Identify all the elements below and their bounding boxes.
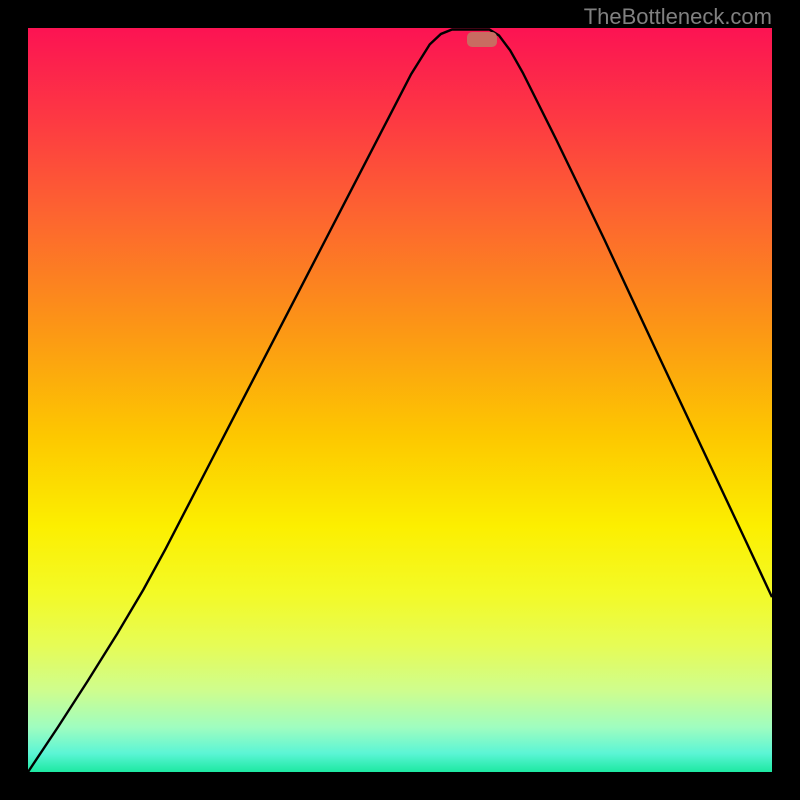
chart-area: [28, 28, 772, 772]
curve-line: [28, 28, 772, 772]
optimum-marker: [467, 32, 497, 47]
watermark-text: TheBottleneck.com: [584, 4, 772, 30]
